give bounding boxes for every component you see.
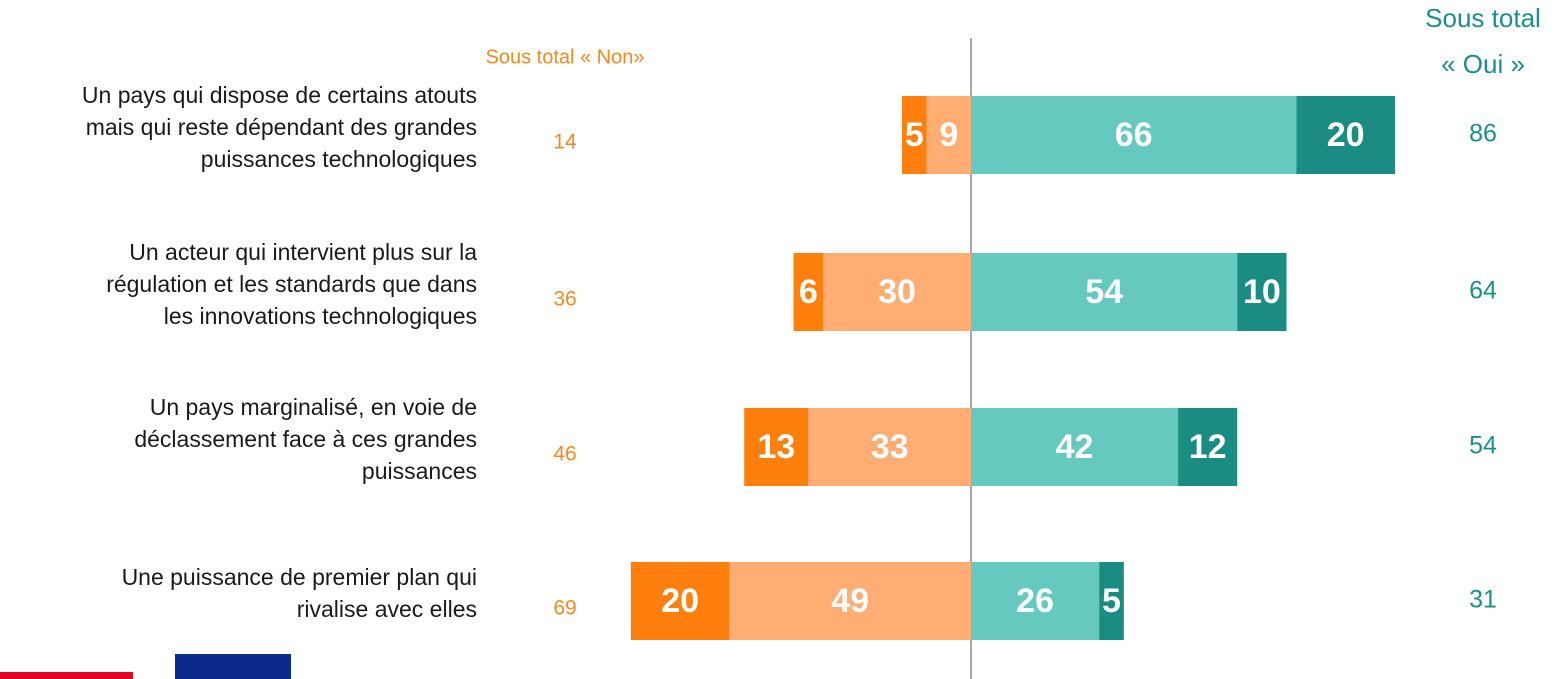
value-label: 5 — [1102, 582, 1121, 620]
chart: Un pays qui dispose de certains atouts ma… — [0, 0, 1560, 679]
value-label: 6 — [799, 273, 818, 311]
subtotal-left: 46 — [553, 443, 576, 466]
subtotal-right: 86 — [1469, 120, 1497, 148]
value-label: 26 — [1016, 582, 1054, 620]
category-label: Une puissance de premier plan qui — [122, 564, 477, 590]
category-label: mais qui reste dépendant des grandes — [86, 114, 477, 140]
value-label: 10 — [1243, 273, 1281, 311]
value-label: 54 — [1085, 273, 1123, 311]
value-label: 12 — [1189, 428, 1227, 466]
subtotal-left-title: Sous total « Non» — [486, 46, 645, 68]
category-label: puissances technologiques — [201, 146, 477, 172]
value-label: 13 — [757, 428, 795, 466]
category-label: déclassement face à ces grandes — [134, 426, 477, 452]
category-label: puissances — [362, 458, 477, 484]
value-label: 42 — [1056, 428, 1094, 466]
value-label: 49 — [831, 582, 869, 620]
value-label: 66 — [1115, 116, 1153, 154]
category-label: régulation et les standards que dans — [106, 271, 477, 297]
subtotal-right-title: Sous total — [1425, 3, 1541, 33]
category-label: Un pays marginalisé, en voie de — [150, 394, 477, 420]
logo-blue — [175, 654, 291, 679]
subtotal-right: 31 — [1469, 586, 1497, 614]
subtotal-left: 36 — [553, 288, 576, 311]
value-label: 5 — [905, 116, 924, 154]
logo-red — [0, 672, 133, 679]
subtotal-right: 64 — [1469, 277, 1497, 305]
value-label: 30 — [878, 273, 916, 311]
subtotal-right: 54 — [1469, 432, 1497, 460]
category-label: Un acteur qui intervient plus sur la — [129, 239, 477, 265]
value-label: 33 — [871, 428, 909, 466]
value-label: 20 — [1327, 116, 1365, 154]
subtotal-left: 14 — [553, 131, 577, 154]
category-label: rivalise avec elles — [297, 596, 477, 622]
value-label: 9 — [939, 116, 958, 154]
subtotal-left: 69 — [553, 597, 576, 620]
category-label: Un pays qui dispose de certains atouts — [82, 82, 477, 108]
category-label: les innovations technologiques — [164, 303, 477, 329]
subtotal-right-title: « Oui » — [1441, 49, 1525, 79]
value-label: 20 — [661, 582, 699, 620]
